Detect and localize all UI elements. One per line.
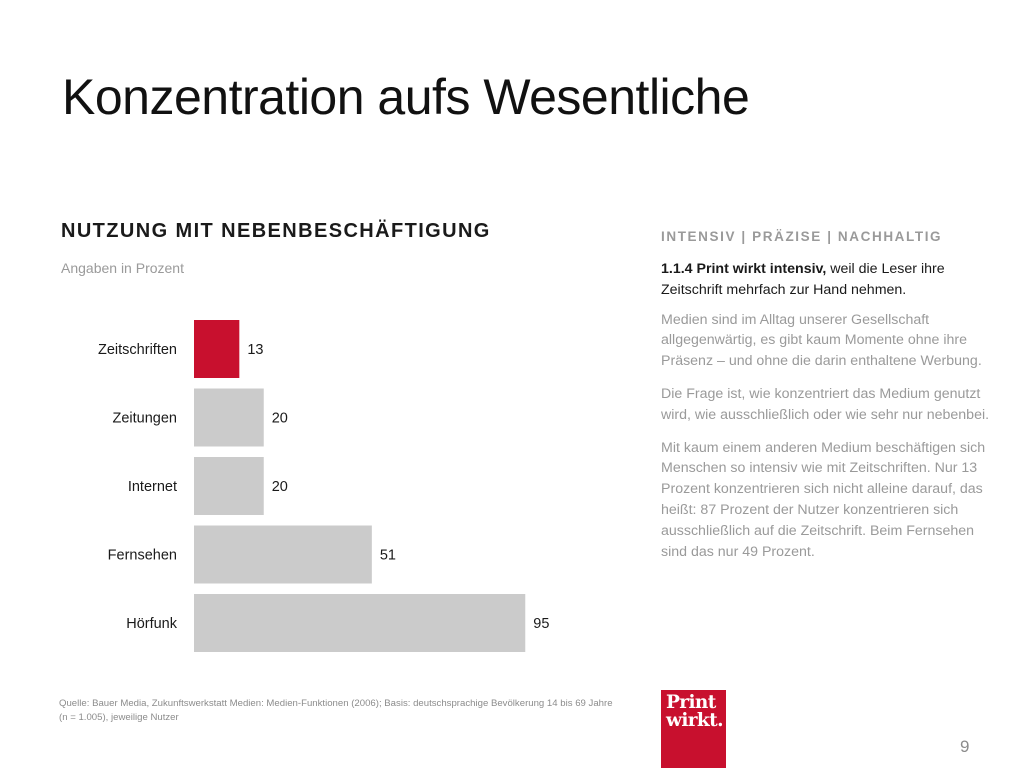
body-paragraph: Mit kaum einem anderen Medium beschäftig… (661, 439, 986, 560)
body-paragraph: Die Frage ist, wie konzentriert das Medi… (661, 385, 990, 423)
category-label: Fernsehen (108, 548, 177, 564)
category-label: Internet (128, 479, 177, 495)
body-paragraph: Medien sind im Alltag unserer Gesellscha… (661, 311, 982, 370)
lead-bold: 1.1.4 Print wirkt intensiv, (661, 261, 827, 277)
value-label: 13 (247, 342, 263, 358)
bar-hörfunk (194, 594, 526, 652)
value-label: 20 (272, 411, 288, 427)
value-label: 51 (380, 548, 396, 564)
category-label: Zeitungen (113, 411, 178, 427)
bar-zeitschriften (194, 320, 240, 378)
page-number: 9 (960, 737, 970, 756)
lead-paragraph: 1.1.4 Print wirkt intensiv, weil die Les… (661, 259, 1001, 301)
print-wirkt-logo: Print wirkt. (661, 690, 726, 768)
category-label: Hörfunk (126, 616, 178, 632)
chart-heading: NUTZUNG MIT NEBENBESCHÄFTIGUNG (61, 220, 491, 242)
bar-zeitungen (194, 388, 264, 447)
chart-subtitle: Angaben in Prozent (61, 260, 184, 276)
sidebar-text: 1.1.4 Print wirkt intensiv, weil die Les… (661, 259, 1001, 574)
bar-chart: Zeitschriften 13 Zeitungen 20 Internet 20 Fern… (98, 320, 549, 652)
lead-rest: weil die Leser ihre Zeitschrift mehrfach… (661, 261, 945, 298)
bar-internet (194, 457, 264, 515)
logo-line-1: Print (666, 692, 716, 713)
value-label: 95 (533, 616, 549, 632)
source-note: Quelle: Bauer Media, Zukunftswerkstatt M… (59, 698, 613, 723)
slide-title: Konzentration aufs Wesentliche (62, 69, 750, 125)
logo-line-2: wirkt. (666, 710, 724, 731)
section-kicker: INTENSIV | PRÄZISE | NACHHALTIG (661, 229, 943, 244)
bar-fernsehen (194, 525, 372, 584)
category-label: Zeitschriften (98, 342, 177, 358)
value-label: 20 (272, 479, 288, 495)
